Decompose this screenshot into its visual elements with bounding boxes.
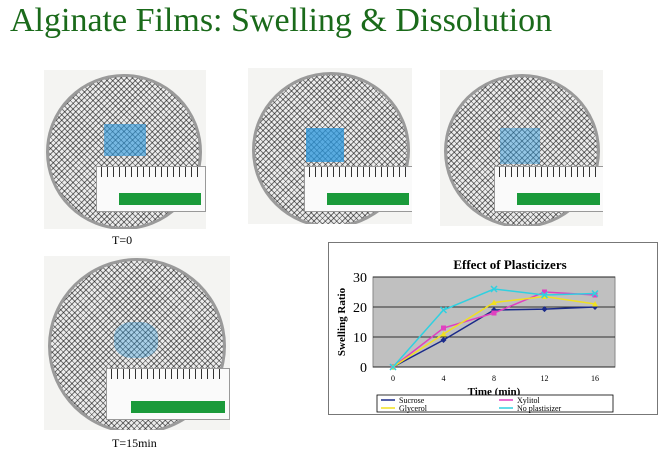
data-point [439,306,448,314]
y-tick-label: 20 [353,301,367,316]
ruler [96,166,206,212]
data-point [541,293,548,299]
chart-title: Effect of Plasticizers [453,257,566,272]
film-sample [306,128,344,162]
ruler [494,166,603,212]
chart-panel: 0 10 20 30 0 4 8 12 16 Effect of Plasticizers Time… [328,242,658,415]
x-tick-label: 8 [492,374,496,383]
data-point [540,291,549,299]
data-point [440,331,447,337]
ruler [106,368,230,420]
y-tick-label: 10 [353,331,367,346]
x-tick-label: 16 [591,374,599,383]
data-point [389,363,397,371]
legend-label: Xylitol [517,396,540,405]
y-axis-label: Swelling Ratio [336,287,348,356]
data-point [490,285,498,293]
y-tick-label: 30 [353,271,367,286]
data-point [592,301,598,307]
legend-label: Sucrose [399,396,425,405]
x-tick-label: 4 [442,374,446,383]
data-point [440,337,447,343]
data-point [491,310,497,316]
photo-t0 [44,70,206,229]
legend-box [376,394,614,413]
data-point [541,306,548,313]
film-sample [104,124,146,156]
data-point [491,299,497,305]
x-tick-label: 12 [541,374,549,383]
slide-title: Alginate Films: Swelling & Dissolution [10,2,553,39]
x-tick-label: 0 [391,374,395,383]
data-point [542,289,547,295]
legend-label: Glycerol [399,404,428,413]
photo-t15 [44,256,230,430]
caption-t15: T=15min [112,436,157,450]
caption-t0: T=0 [112,233,133,247]
data-point [441,325,446,331]
film-sample [500,128,540,164]
ruler [304,166,412,212]
data-point [592,292,598,298]
photo-t2 [440,70,603,226]
data-point [591,289,599,298]
y-tick-label: 0 [360,361,367,376]
legend-label: No plastisizer [517,404,562,413]
film-sample [114,322,158,358]
photo-t1 [248,68,412,224]
